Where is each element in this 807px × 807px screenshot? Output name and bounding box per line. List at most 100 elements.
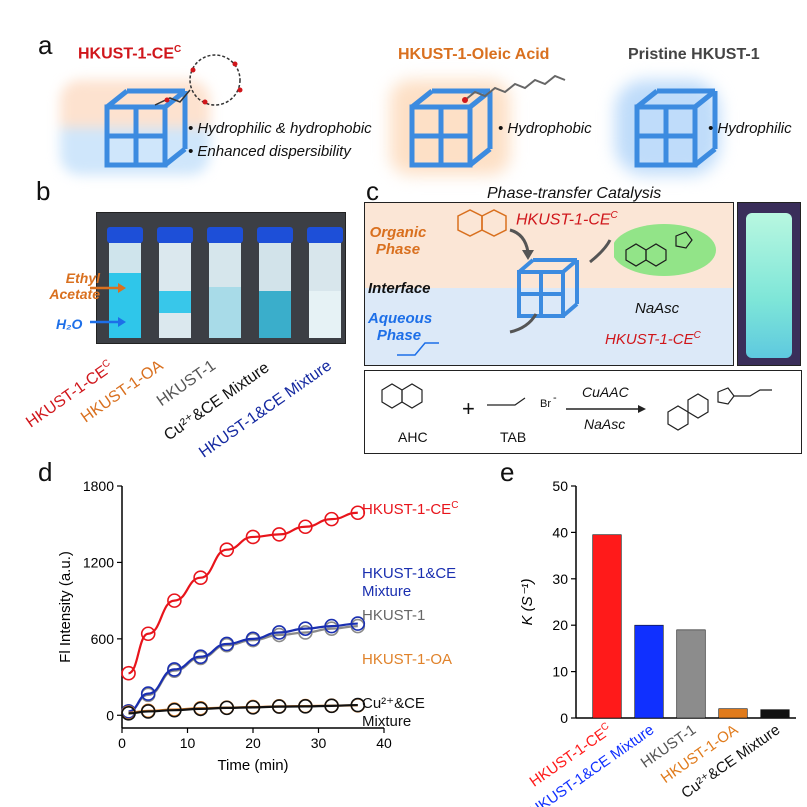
- data-point: [324, 618, 339, 634]
- data-point: [219, 542, 235, 557]
- catalyst-top-text: HKUST-1-CE: [516, 211, 611, 229]
- data-point: [121, 665, 136, 681]
- data-point: [324, 698, 339, 714]
- naasc-label: NaAsc: [635, 300, 680, 317]
- fluorescence-vial-photo: [737, 202, 801, 366]
- panel-label-c: c: [366, 176, 379, 206]
- data-point: [271, 699, 287, 714]
- data-point: [298, 621, 313, 636]
- legend-label: HKUST-1-CEC: [362, 500, 458, 518]
- legend-label-sup: C: [451, 500, 458, 511]
- series-line: [128, 622, 358, 713]
- ethyl-acetate-label: Ethyl Acetate: [49, 270, 100, 302]
- ce-macrocycle-icon: [154, 54, 243, 106]
- data-point: [298, 699, 313, 714]
- data-point: [350, 616, 366, 631]
- data-point: [193, 570, 208, 586]
- mof-cube-icon: [104, 88, 188, 168]
- y-tick-label: 1800: [83, 478, 114, 494]
- data-point: [167, 662, 182, 677]
- title-hkust-oleic: HKUST-1-Oleic Acid: [398, 46, 550, 63]
- reagent-ahc: AHC: [398, 429, 428, 445]
- x-axis-label: Time (min): [217, 757, 288, 774]
- catalyst-top-sup: C: [610, 210, 618, 221]
- title-hkust-ce-sup: C: [174, 44, 182, 55]
- series-line: [128, 703, 358, 715]
- bullet-enhanced-dispersibility: • Enhanced dispersibility: [188, 143, 351, 160]
- data-point: [167, 593, 182, 608]
- tab-molecule-icon: [397, 342, 439, 356]
- series-line: [128, 511, 358, 675]
- aqueous-phase-label: Aqueous Phase: [368, 310, 433, 344]
- data-point: [219, 700, 235, 716]
- arrow-label-naasc: NaAsc: [584, 416, 626, 432]
- ahc-molecule-icon: [457, 209, 507, 237]
- br-minus: -: [553, 392, 557, 404]
- reaction-scheme: [364, 370, 802, 454]
- reagent-tab: TAB: [500, 429, 527, 445]
- bar: [634, 624, 664, 719]
- oleic-chain-icon: [462, 74, 566, 103]
- x-tick-label: 10: [180, 735, 196, 751]
- data-point: [324, 511, 339, 527]
- panel-label-b: b: [36, 176, 51, 206]
- data-point: [298, 519, 313, 535]
- legend-label: Mixture: [362, 713, 411, 730]
- vials-drawing: [107, 227, 343, 338]
- legend-label: HKUST-1&CE: [362, 565, 456, 582]
- data-point: [140, 626, 156, 642]
- y-tick-label: 30: [552, 571, 568, 587]
- reaction-arrow-icon: [566, 405, 646, 413]
- data-point: [167, 702, 182, 718]
- bullet-hydrophilic: • Hydrophilic: [708, 120, 792, 137]
- bar: [718, 708, 748, 719]
- data-point: [140, 686, 156, 701]
- y-tick-label: 0: [106, 707, 114, 723]
- title-pristine: Pristine HKUST-1: [628, 46, 760, 63]
- panel-c-title: Phase-transfer Catalysis: [487, 185, 662, 202]
- vial-glow: [746, 213, 792, 358]
- y-tick-label: 0: [560, 710, 568, 726]
- catalyst-mof-icon: [517, 258, 579, 318]
- legend-label: Mixture: [362, 583, 411, 600]
- legend-label: HKUST-1: [362, 607, 425, 624]
- bullet-hydrophilic-hydrophobic: • Hydrophilic & hydrophobic: [188, 120, 372, 137]
- catalyst-bottom-sup: C: [693, 330, 701, 341]
- x-tick-label: 30: [311, 735, 327, 751]
- vials-photo: [96, 212, 346, 344]
- data-point: [298, 625, 313, 640]
- product-molecule-icon: [614, 224, 716, 276]
- data-point: [219, 636, 235, 652]
- panel-label-d: d: [38, 457, 53, 487]
- catalyst-bottom-label: HKUST-1-CEC: [605, 330, 701, 348]
- aqueous-region: [365, 288, 733, 365]
- x-tick-label: 40: [376, 735, 392, 751]
- br-counterion: Br: [540, 398, 551, 410]
- data-point: [271, 625, 287, 640]
- bullet-hydrophobic: • Hydrophobic: [498, 120, 592, 137]
- flow-arrows-icon: [509, 228, 612, 334]
- bar: [592, 534, 622, 719]
- panel-label-a: a: [38, 30, 53, 60]
- y-tick-label: 10: [552, 664, 568, 680]
- y-tick-label: 1200: [83, 554, 114, 570]
- catalyst-top-label: HKUST-1-CEC: [516, 210, 618, 229]
- water-label: H₂O: [56, 316, 83, 332]
- data-point: [245, 631, 261, 647]
- legend-label: HKUST-1-OA: [362, 651, 452, 668]
- data-point: [140, 704, 156, 719]
- bar: [676, 629, 706, 719]
- tab-structure-icon: [487, 397, 526, 406]
- data-point: [121, 706, 136, 721]
- arrow-label-cuaac: CuAAC: [582, 384, 629, 400]
- data-point: [350, 697, 366, 713]
- x-tick-label: 20: [245, 735, 261, 751]
- data-point: [193, 649, 208, 664]
- mof-cube-icon: [634, 88, 718, 168]
- y-tick-label: 20: [552, 617, 568, 633]
- mof-cube-icon: [409, 88, 493, 168]
- data-point: [193, 701, 208, 717]
- x-tick-label: 0: [118, 735, 126, 751]
- y-tick-label: 600: [91, 631, 115, 647]
- interface-label: Interface: [368, 280, 431, 297]
